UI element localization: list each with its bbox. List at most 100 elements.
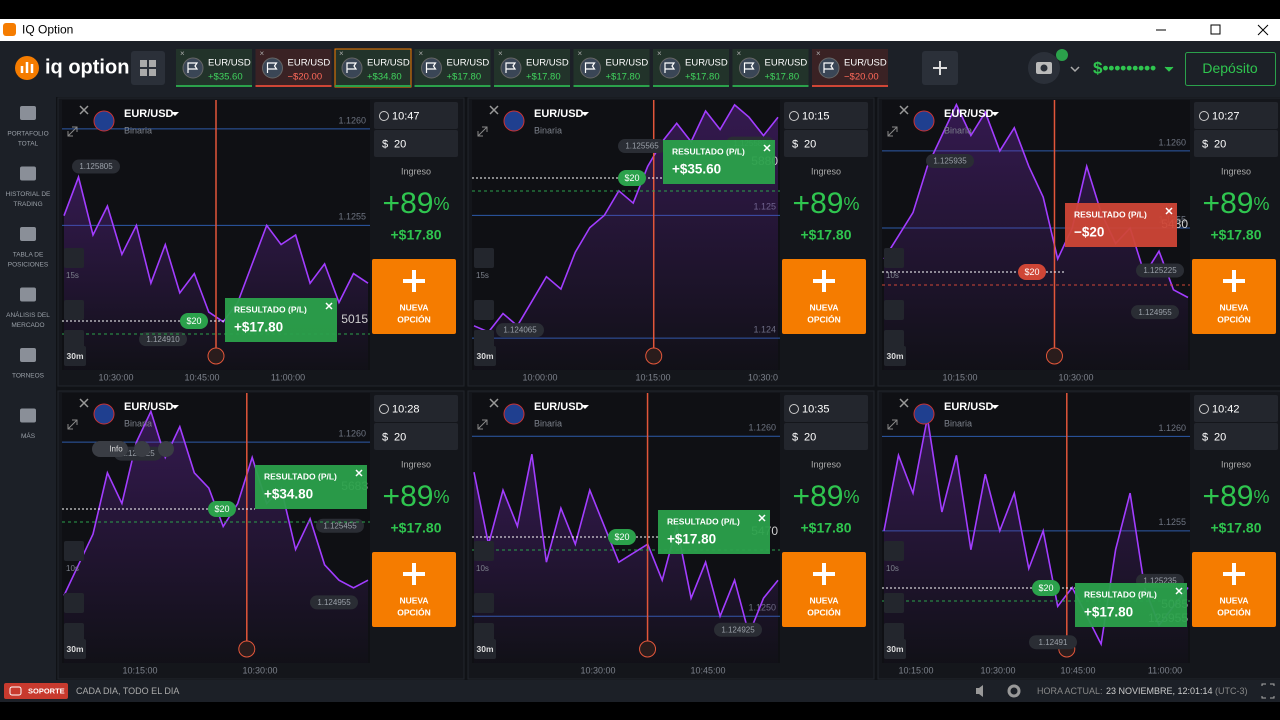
result-close[interactable] (1175, 587, 1183, 595)
result-label: RESULTADO (P/L) (234, 304, 307, 314)
sidebar-label: MERCADO (11, 322, 44, 329)
sidebar-icon[interactable] (20, 348, 36, 362)
tab-flag-icon (664, 62, 676, 73)
amount-box[interactable] (1194, 130, 1278, 157)
tool-button[interactable] (64, 248, 84, 268)
asset-flag[interactable] (503, 110, 525, 132)
panel-expand[interactable] (887, 419, 898, 430)
panel-close[interactable] (899, 105, 909, 115)
layout-button[interactable] (131, 51, 165, 85)
new-option-button[interactable] (1192, 552, 1276, 627)
asset-name[interactable]: EUR/USD (534, 401, 584, 413)
tool-button[interactable] (474, 300, 494, 320)
result-value: +$35.60 (672, 162, 721, 177)
tool-button[interactable] (474, 593, 494, 613)
tool-button[interactable] (474, 330, 494, 350)
sidebar-icon[interactable] (20, 106, 36, 120)
tool-button[interactable] (884, 300, 904, 320)
plus-icon (1223, 270, 1245, 292)
timeframe-button[interactable] (64, 346, 86, 366)
tool-button[interactable] (64, 330, 84, 350)
expiry-box[interactable] (1194, 102, 1278, 129)
tool-button[interactable] (884, 248, 904, 268)
tool-button[interactable] (64, 541, 84, 561)
panel-expand[interactable] (477, 126, 488, 137)
info-chip[interactable] (92, 441, 128, 457)
tool-button[interactable] (884, 593, 904, 613)
timeframe-button[interactable] (884, 639, 906, 659)
tool-button[interactable] (64, 300, 84, 320)
alert-button[interactable] (134, 441, 150, 457)
asset-name[interactable]: EUR/USD (944, 108, 994, 120)
expiry-box[interactable] (784, 395, 868, 422)
result-close[interactable] (1165, 207, 1173, 215)
new-option-button[interactable] (782, 259, 866, 334)
result-close[interactable] (763, 144, 771, 152)
tool-button[interactable] (64, 593, 84, 613)
panel-close[interactable] (79, 105, 89, 115)
timeframe-button[interactable] (884, 346, 906, 366)
tool-button[interactable] (64, 623, 84, 643)
fullscreen-icon[interactable] (1261, 683, 1275, 699)
tool-button[interactable] (474, 248, 494, 268)
maximize-button[interactable] (1210, 24, 1221, 35)
asset-name[interactable]: EUR/USD (124, 401, 174, 413)
panel-close[interactable] (79, 398, 89, 408)
asset-name[interactable]: EUR/USD (534, 108, 584, 120)
expiry-box[interactable] (374, 102, 458, 129)
amount-box[interactable] (1194, 423, 1278, 450)
panel-close[interactable] (489, 398, 499, 408)
timeframe-button[interactable] (474, 639, 496, 659)
amount-box[interactable] (784, 130, 868, 157)
expiry-box[interactable] (784, 102, 868, 129)
asset-flag[interactable] (503, 403, 525, 425)
new-option-button[interactable] (372, 259, 456, 334)
panel-close[interactable] (489, 105, 499, 115)
panel-expand[interactable] (887, 126, 898, 137)
amount-box[interactable] (374, 130, 458, 157)
balance[interactable]: $••••••••• (1093, 58, 1156, 77)
panel-expand[interactable] (67, 419, 78, 430)
tool-button[interactable] (884, 541, 904, 561)
panel-expand[interactable] (477, 419, 488, 430)
settings-icon[interactable] (1007, 684, 1021, 698)
asset-name[interactable]: EUR/USD (944, 401, 994, 413)
deposit-button[interactable] (1185, 52, 1276, 86)
panel-close[interactable] (899, 398, 909, 408)
tool-button[interactable] (884, 330, 904, 350)
asset-flag[interactable] (93, 403, 115, 425)
sidebar-icon[interactable] (20, 166, 36, 181)
new-option-button[interactable] (782, 552, 866, 627)
sound-icon[interactable] (976, 685, 983, 697)
amount-box[interactable] (784, 423, 868, 450)
payout-unit: % (433, 487, 449, 507)
tool-button[interactable] (474, 623, 494, 643)
asset-flag[interactable] (93, 110, 115, 132)
favorite-button[interactable] (158, 441, 174, 457)
sidebar-icon[interactable] (20, 227, 36, 241)
tool-button[interactable] (884, 623, 904, 643)
new-option-button[interactable] (372, 552, 456, 627)
result-close[interactable] (758, 514, 766, 522)
panel-expand[interactable] (67, 126, 78, 137)
tool-button[interactable] (474, 541, 494, 561)
asset-name[interactable]: EUR/USD (124, 108, 174, 120)
sidebar-icon[interactable] (20, 408, 36, 423)
asset-arrow (171, 405, 179, 409)
new-option-button[interactable] (1192, 259, 1276, 334)
expiry-box[interactable] (374, 395, 458, 422)
close-button[interactable] (1257, 24, 1269, 36)
amount-box[interactable] (374, 423, 458, 450)
asset-flag[interactable] (913, 403, 935, 425)
price-tag-label: 1.125565 (625, 142, 659, 151)
tab-underline (335, 85, 411, 87)
asset-flag[interactable] (913, 110, 935, 132)
sidebar-icon[interactable] (20, 287, 36, 302)
tab-flag (182, 57, 204, 79)
result-close[interactable] (355, 469, 363, 477)
result-close[interactable] (325, 302, 333, 310)
timeframe-button[interactable] (474, 346, 496, 366)
timeframe-button[interactable] (64, 639, 86, 659)
expiry-box[interactable] (1194, 395, 1278, 422)
expiry-time: 10:47 (392, 110, 420, 122)
